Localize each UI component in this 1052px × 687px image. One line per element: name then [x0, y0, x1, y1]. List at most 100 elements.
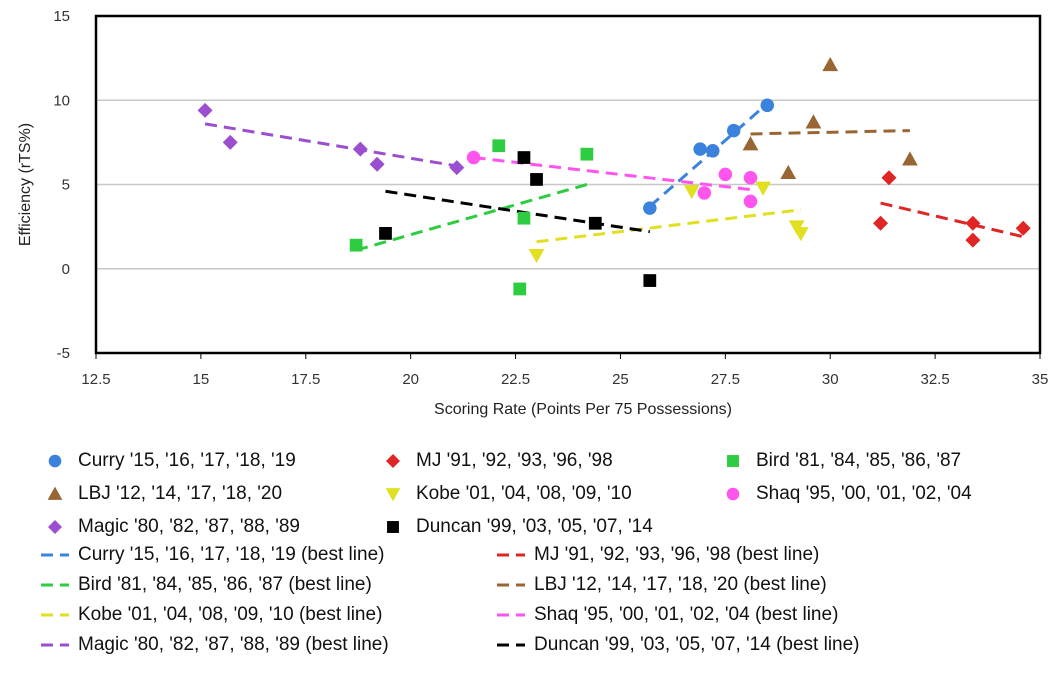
data-point — [780, 164, 797, 180]
data-point — [528, 248, 545, 264]
best-fit-line — [536, 208, 802, 244]
legend-marker — [48, 519, 62, 534]
data-point — [580, 147, 594, 161]
legend-marker — [386, 453, 400, 468]
x-tick-label: 32.5 — [921, 371, 950, 388]
legend-line-icon — [41, 613, 69, 616]
plot-frame — [94, 14, 1042, 355]
legend-item[interactable]: Curry '15, '16, '17, '18, '19 (best line… — [40, 540, 496, 569]
data-point — [902, 151, 918, 166]
legend-marker — [385, 487, 401, 501]
legend-marker-icon — [48, 519, 62, 534]
data-point — [352, 141, 368, 157]
legend-item[interactable]: Duncan '99, '03, '05, '07, '14 (best lin… — [496, 630, 996, 659]
data-point — [760, 98, 775, 113]
data-point — [466, 150, 481, 165]
data-point — [693, 142, 707, 156]
data-point — [222, 134, 238, 150]
legend-item[interactable]: Bird '81, '84, '85, '86, '87 — [718, 446, 1038, 475]
legend-item[interactable]: Kobe '01, '04, '08, '09, '10 (best line) — [40, 600, 496, 629]
legend-label: Curry '15, '16, '17, '18, '19 (best line… — [78, 543, 385, 565]
x-tick-label: 35 — [1032, 371, 1049, 388]
x-tick-label: 25 — [612, 371, 629, 388]
legend-item[interactable]: Bird '81, '84, '85, '86, '87 (best line) — [40, 570, 496, 599]
legend-marker-icon — [385, 487, 401, 501]
legend-line-icon — [41, 643, 69, 646]
x-tick-label: 27.5 — [711, 371, 740, 388]
legend-label: MJ '91, '92, '93, '96, '98 — [416, 449, 613, 471]
legend-label: Bird '81, '84, '85, '86, '87 — [756, 449, 962, 471]
data-point — [742, 136, 759, 151]
legend-marker — [48, 454, 62, 467]
x-tick-label: 15 — [193, 371, 210, 388]
x-axis-title: Scoring Rate (Points Per 75 Possessions) — [434, 401, 732, 418]
y-tick-label: 0 — [62, 261, 70, 278]
legend-line-icon — [497, 583, 525, 586]
data-point — [588, 216, 602, 230]
y-tick-label: 5 — [62, 177, 70, 194]
legend-label: MJ '91, '92, '93, '96, '98 (best line) — [534, 543, 820, 565]
legend-marker-icon — [727, 454, 739, 467]
data-point — [718, 167, 733, 182]
data-point — [755, 181, 771, 196]
data-point — [965, 215, 981, 231]
legend-marker-icon — [726, 487, 740, 500]
legend-marker — [727, 454, 739, 467]
legend-marker — [726, 487, 740, 500]
data-point — [697, 186, 712, 200]
data-point — [492, 139, 506, 153]
legend-item[interactable]: Kobe '01, '04, '08, '09, '10 — [378, 479, 718, 508]
grid-lines — [96, 15, 1040, 354]
data-point — [369, 156, 385, 172]
legend-item[interactable]: Shaq '95, '00, '01, '02, '04 — [718, 479, 1038, 508]
y-tick-label: -5 — [57, 345, 70, 362]
data-point — [805, 114, 822, 129]
data-point — [449, 160, 465, 176]
data-point — [379, 226, 392, 240]
best-fit-line — [385, 189, 651, 234]
legend-label: Kobe '01, '04, '08, '09, '10 (best line) — [78, 603, 383, 625]
legend-line-icon — [497, 553, 525, 556]
data-point — [822, 56, 839, 72]
legend-marker-icon — [48, 454, 62, 467]
best-fit-lines — [204, 102, 1024, 252]
data-point — [517, 151, 531, 164]
x-tick-label: 22.5 — [501, 371, 530, 388]
data-point — [349, 238, 363, 252]
x-tick-label: 17.5 — [291, 371, 320, 388]
legend-item[interactable]: MJ '91, '92, '93, '96, '98 (best line) — [496, 540, 996, 569]
legend-item[interactable]: LBJ '12, '14, '17, '18, '20 (best line) — [496, 570, 996, 599]
y-tick-label: 10 — [53, 92, 70, 109]
data-point — [743, 171, 758, 185]
legend-line-icon — [497, 643, 525, 646]
best-fit-line — [204, 122, 458, 168]
data-point — [643, 201, 657, 215]
legend-item[interactable]: MJ '91, '92, '93, '96, '98 — [378, 446, 718, 475]
data-point — [643, 274, 657, 287]
data-point — [726, 123, 741, 138]
data-point — [513, 282, 527, 296]
legend-item[interactable]: Duncan '99, '03, '05, '07, '14 — [378, 512, 718, 541]
x-axis-ticks: 12.5 15 17.5 20 22.5 25 27.5 30 32.5 35 — [81, 353, 1048, 388]
data-point — [1015, 220, 1031, 236]
legend-line-icon — [497, 613, 525, 616]
legend-label: Curry '15, '16, '17, '18, '19 — [78, 449, 296, 471]
legend-marker — [47, 486, 63, 500]
legend-item[interactable]: LBJ '12, '14, '17, '18, '20 — [40, 479, 378, 508]
data-point — [792, 227, 809, 242]
legend-item[interactable]: Magic '80, '82, '87, '88, '89 — [40, 512, 378, 541]
legend-label: Magic '80, '82, '87, '88, '89 — [78, 515, 300, 537]
data-point — [705, 144, 720, 158]
legend-item[interactable]: Shaq '95, '00, '01, '02, '04 (best line) — [496, 600, 996, 629]
legend-label: Duncan '99, '03, '05, '07, '14 (best lin… — [534, 633, 860, 655]
legend-item[interactable]: Curry '15, '16, '17, '18, '19 — [40, 446, 378, 475]
data-points — [197, 56, 1031, 296]
best-fit-line — [355, 183, 588, 252]
x-tick-label: 20 — [402, 371, 419, 388]
legend-line-icon — [41, 583, 69, 586]
data-point — [881, 170, 897, 186]
legend-marker-icon — [387, 520, 399, 533]
legend-marker — [387, 520, 399, 533]
legend-item[interactable]: Magic '80, '82, '87, '88, '89 (best line… — [40, 630, 496, 659]
